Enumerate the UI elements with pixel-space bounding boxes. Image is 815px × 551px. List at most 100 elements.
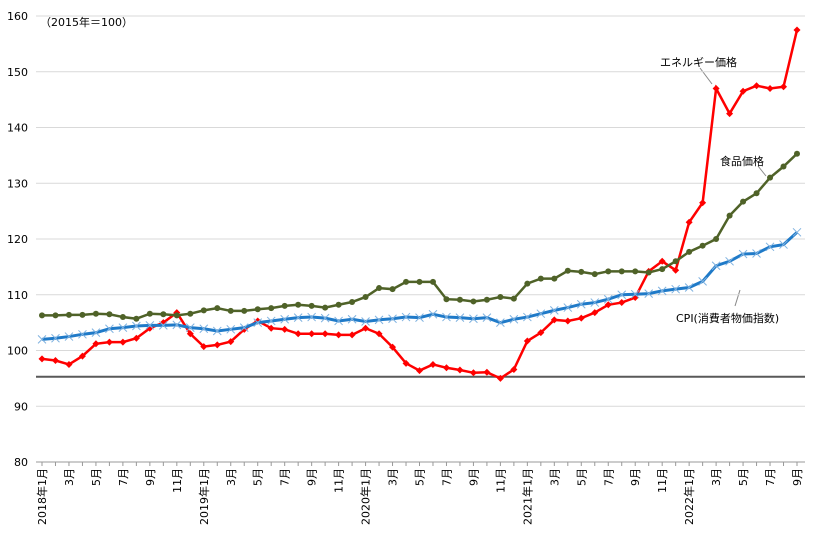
point <box>52 312 59 319</box>
series-label: エネルギー価格 <box>660 55 737 69</box>
point <box>389 343 397 351</box>
point <box>78 352 86 360</box>
point <box>753 82 761 90</box>
point <box>671 284 681 294</box>
point <box>780 163 787 170</box>
point <box>685 218 693 226</box>
x-tick-label: 7月 <box>764 468 777 486</box>
x-tick-label: 5月 <box>90 468 103 486</box>
point <box>79 311 86 318</box>
x-tick-label: 2020年1月 <box>359 468 373 525</box>
point <box>186 330 194 338</box>
x-tick-label: 3月 <box>387 468 400 486</box>
x-tick-label: 2018年1月 <box>35 468 49 525</box>
point <box>321 330 329 338</box>
point <box>429 360 437 368</box>
point <box>603 294 613 304</box>
point <box>37 334 47 344</box>
point <box>388 314 397 324</box>
point <box>132 321 141 331</box>
point <box>550 316 558 324</box>
point <box>497 293 504 300</box>
point <box>254 306 261 313</box>
point <box>455 313 465 322</box>
point <box>428 309 438 319</box>
x-tick-label: 2019年1月 <box>197 468 211 525</box>
point <box>280 314 290 324</box>
y-tick-label: 80 <box>14 456 28 469</box>
point <box>226 324 236 334</box>
point <box>241 307 248 314</box>
point <box>509 314 519 324</box>
point <box>767 174 774 181</box>
point <box>281 325 289 333</box>
point <box>158 321 168 330</box>
x-tick-label: 9月 <box>791 468 804 486</box>
point <box>119 314 126 321</box>
point <box>187 310 194 317</box>
point <box>794 150 800 157</box>
point <box>362 293 369 300</box>
point <box>347 314 357 324</box>
point <box>91 328 101 338</box>
point <box>308 302 315 309</box>
leader-line <box>734 289 741 307</box>
point <box>146 310 153 317</box>
point <box>630 289 640 299</box>
point <box>348 331 356 339</box>
y-tick-label: 120 <box>7 233 28 246</box>
x-tick-label: 5月 <box>414 468 427 486</box>
point <box>200 343 208 351</box>
point <box>564 267 571 274</box>
point <box>780 83 788 91</box>
point <box>618 268 625 275</box>
point <box>725 256 734 266</box>
point <box>713 236 720 242</box>
point <box>119 338 127 346</box>
x-tick-label: 3月 <box>710 468 723 486</box>
point <box>200 307 207 314</box>
point <box>335 331 343 339</box>
point <box>267 324 275 332</box>
point <box>753 190 760 197</box>
point <box>510 365 518 373</box>
y-tick-label: 110 <box>7 289 28 302</box>
point <box>253 318 263 327</box>
point <box>510 295 517 302</box>
y-tick-label: 100 <box>7 345 28 358</box>
point <box>64 332 74 341</box>
x-tick-label: 7月 <box>440 468 453 486</box>
point <box>738 249 748 259</box>
point <box>496 374 504 382</box>
x-tick-label: 7月 <box>117 468 130 486</box>
point <box>483 368 491 376</box>
point <box>590 298 600 307</box>
point <box>726 212 733 219</box>
point <box>726 110 734 118</box>
point <box>523 337 531 345</box>
point <box>375 330 383 338</box>
point <box>403 278 410 285</box>
point <box>577 314 585 322</box>
point <box>308 330 316 338</box>
y-tick-label: 150 <box>7 66 28 79</box>
point <box>38 355 46 363</box>
point <box>416 278 423 285</box>
x-tick-label: 11月 <box>656 468 669 493</box>
point <box>672 266 680 274</box>
point <box>429 278 436 285</box>
point <box>266 316 276 326</box>
x-tick-label: 3月 <box>225 468 238 486</box>
point <box>294 330 302 338</box>
x-tick-label: 7月 <box>602 468 615 486</box>
y-tick-label: 130 <box>7 177 28 190</box>
point <box>51 357 59 365</box>
point <box>605 268 612 275</box>
point <box>361 317 370 326</box>
point <box>604 301 612 309</box>
point <box>320 313 330 323</box>
point <box>293 313 303 322</box>
point <box>106 311 113 318</box>
point <box>456 296 463 303</box>
